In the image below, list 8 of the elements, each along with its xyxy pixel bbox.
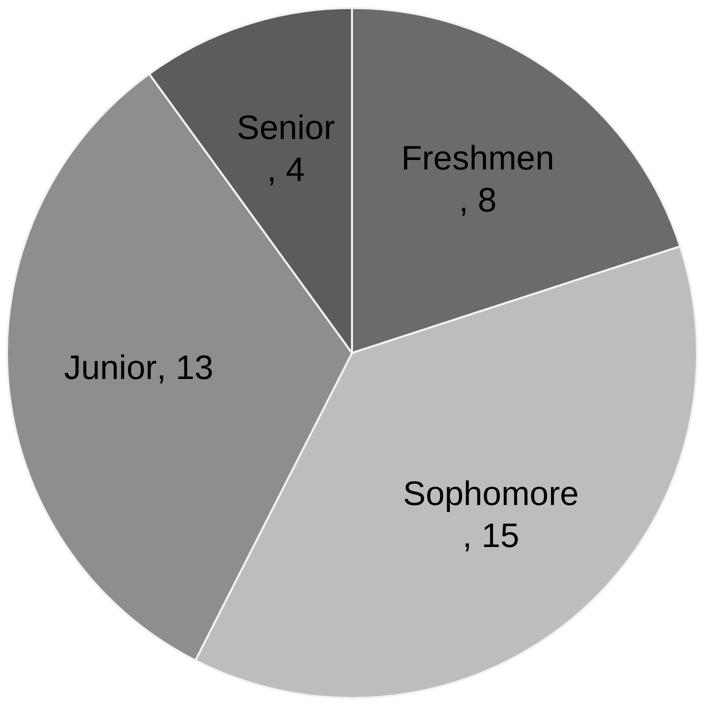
data-label: , 8 <box>458 181 497 220</box>
slice-label: Sophomore <box>403 475 579 514</box>
slice-label: Freshmen <box>401 139 554 178</box>
slice-label: Junior <box>64 349 157 388</box>
slice-label: Senior <box>236 108 336 147</box>
data-label: , 4 <box>266 150 305 189</box>
data-label: , 15 <box>462 517 520 556</box>
data-label: , 13 <box>156 349 214 388</box>
